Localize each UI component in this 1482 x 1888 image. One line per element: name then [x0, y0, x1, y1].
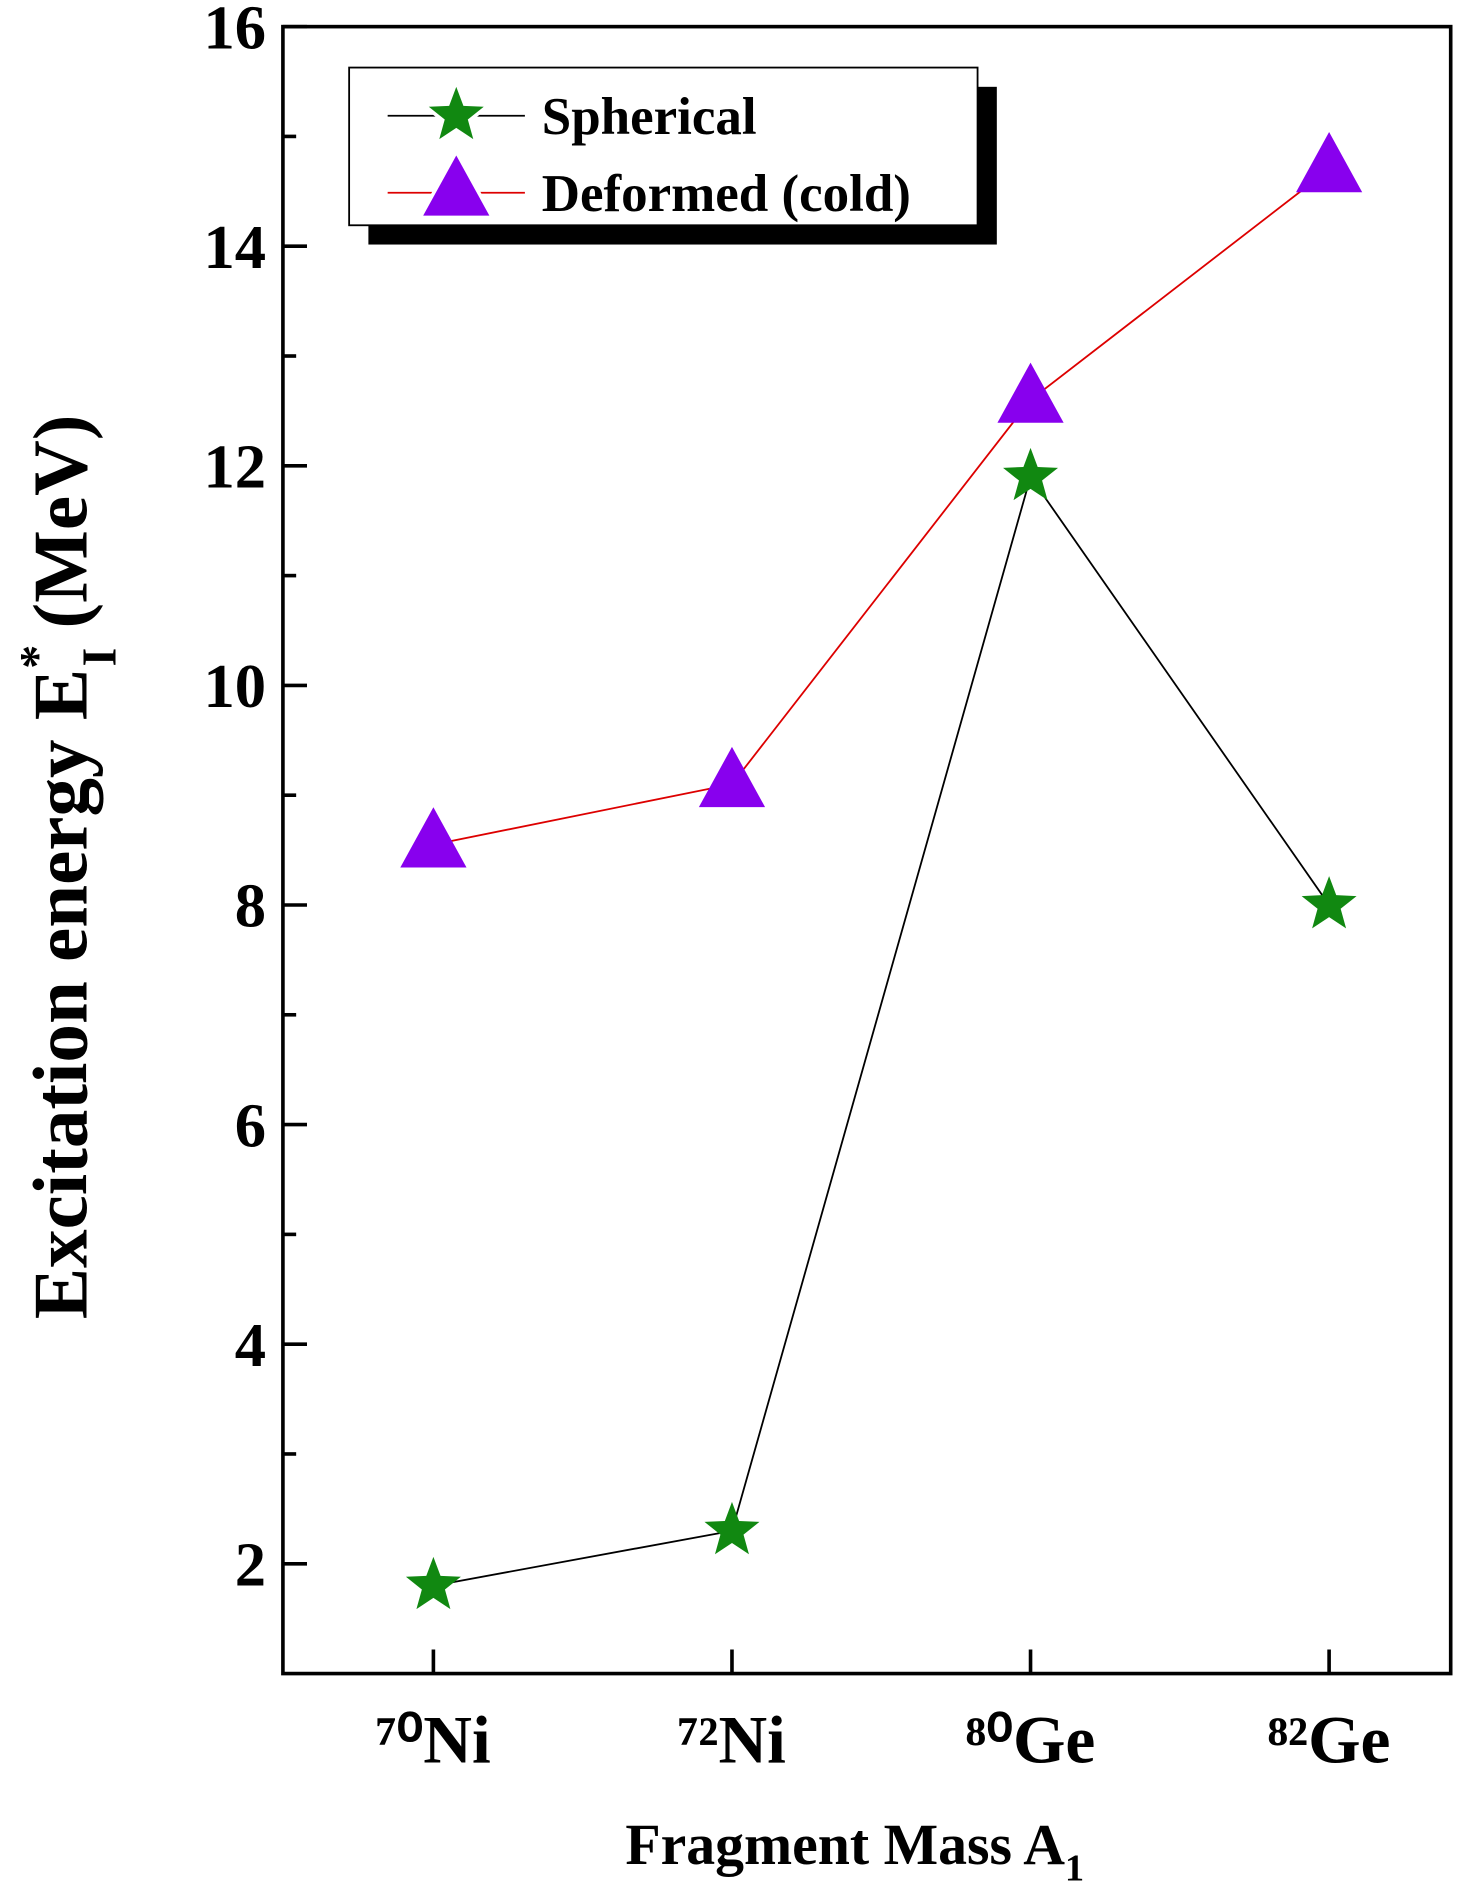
y-tick-label: 10 [203, 651, 266, 721]
data-point [704, 1501, 760, 1555]
data-point [1003, 447, 1059, 501]
y-tick-label: 16 [203, 0, 266, 62]
x-label-sub: 1 [1065, 1848, 1084, 1888]
y-tick-label: 14 [203, 212, 266, 282]
y-axis-label: Excitation energy E* I (MeV) [11, 415, 127, 1320]
data-point [1301, 876, 1357, 929]
legend-label: Spherical [542, 88, 757, 146]
data-point [1295, 132, 1363, 193]
data-point [400, 807, 467, 868]
x-tick-label: ⁷²Ni [678, 1703, 786, 1778]
series-line [433, 474, 1330, 1587]
y-label-text: Excitation energy E [18, 669, 104, 1319]
x-axis-label: Fragment Mass A1 [625, 1814, 1084, 1888]
y-label-unit: (MeV) [18, 415, 104, 629]
y-tick-label: 4 [235, 1310, 266, 1380]
data-point [405, 1556, 461, 1610]
y-tick-label: 6 [235, 1090, 266, 1160]
x-tick-label: ⁷⁰Ni [376, 1703, 491, 1778]
data-point [997, 362, 1064, 423]
x-tick-label: ⁸²Ge [1268, 1703, 1391, 1778]
x-label-text: Fragment Mass A [625, 1814, 1065, 1877]
legend-marker [418, 76, 494, 148]
data-point [698, 746, 766, 808]
y-tick-label: 12 [203, 431, 266, 501]
y-label-sup: * [11, 645, 64, 669]
x-tick-label: ⁸⁰Ge [966, 1703, 1096, 1778]
legend-marker [417, 147, 496, 220]
y-tick-label: 8 [235, 871, 266, 941]
plot-frame [281, 24, 1453, 1676]
y-label-sub: I [74, 648, 127, 667]
legend-label: Deformed (cold) [542, 165, 911, 223]
y-tick-label: 2 [235, 1529, 266, 1599]
series-line [433, 168, 1330, 846]
